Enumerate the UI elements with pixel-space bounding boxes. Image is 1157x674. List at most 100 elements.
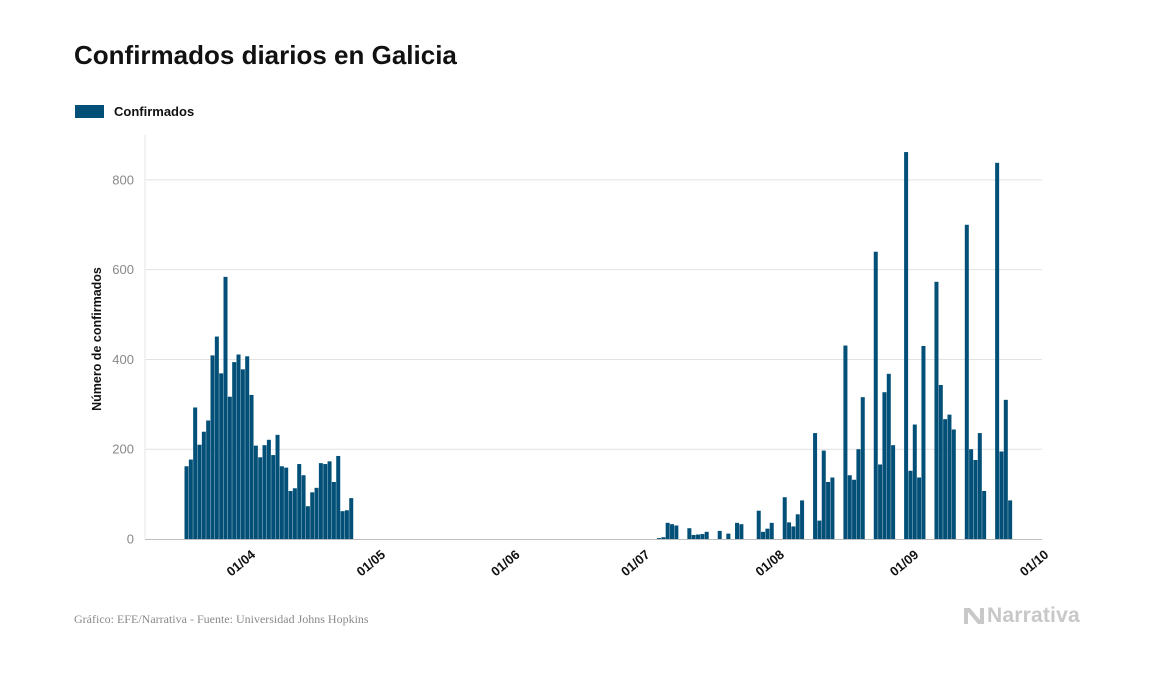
bar — [266, 439, 271, 539]
bar — [891, 445, 896, 539]
bar-series — [184, 152, 1013, 539]
bar — [331, 481, 336, 539]
bar — [288, 490, 293, 539]
x-tick-label: 01/06 — [488, 547, 523, 579]
bar — [739, 524, 744, 539]
bar — [687, 528, 692, 539]
y-tick-label: 200 — [112, 442, 134, 457]
bar — [323, 464, 328, 539]
axes: 0 200 400 600 800 01/04 01/05 01/06 01/07 01/08 01… — [112, 135, 1051, 579]
bar — [878, 464, 883, 539]
bar — [791, 526, 796, 539]
bar — [847, 475, 852, 539]
bar — [912, 424, 917, 539]
x-tick-label: 01/10 — [1017, 547, 1052, 579]
bar — [982, 490, 987, 539]
bar — [301, 475, 306, 539]
y-tick-label: 800 — [112, 172, 134, 187]
bar — [830, 477, 835, 539]
bar — [349, 498, 354, 539]
bar — [297, 464, 302, 539]
bar — [657, 538, 662, 539]
bar — [782, 497, 787, 539]
x-tick-label: 01/05 — [354, 547, 389, 579]
bar — [284, 467, 289, 539]
bar — [921, 345, 926, 539]
bar — [999, 451, 1004, 539]
y-tick-label: 0 — [127, 532, 134, 547]
bar — [735, 522, 740, 539]
y-tick-label: 600 — [112, 262, 134, 277]
bar — [973, 460, 978, 539]
bar — [214, 336, 219, 539]
bar — [821, 450, 826, 539]
bar — [813, 433, 818, 539]
legend-swatch — [75, 105, 104, 118]
bar — [951, 429, 956, 539]
source-caption: Gráfico: EFE/Narrativa - Fuente: Univers… — [74, 612, 369, 626]
bar — [726, 533, 731, 539]
bar — [305, 506, 310, 539]
bar — [314, 487, 319, 539]
legend-label: Confirmados — [114, 104, 195, 119]
bar — [240, 369, 245, 539]
bar — [206, 420, 211, 539]
bar — [275, 434, 280, 539]
x-tick-label: 01/07 — [618, 547, 653, 579]
bar — [908, 470, 913, 539]
bar — [318, 463, 323, 539]
legend: Confirmados — [75, 104, 194, 119]
bar — [665, 522, 670, 539]
bar — [969, 449, 974, 539]
bar — [327, 461, 332, 539]
bar — [279, 466, 284, 539]
bar — [934, 281, 939, 539]
bar — [826, 481, 831, 539]
bar — [704, 531, 709, 539]
bar — [245, 356, 250, 539]
bar — [977, 433, 982, 539]
bar — [795, 514, 800, 539]
narrativa-logo-icon — [964, 608, 984, 624]
bar — [886, 373, 891, 539]
bar — [756, 510, 761, 539]
bar — [761, 531, 766, 539]
bar — [717, 530, 722, 539]
bar — [184, 466, 189, 539]
bar — [964, 224, 969, 539]
bar — [843, 345, 848, 539]
bar — [258, 457, 263, 539]
x-tick-label: 01/08 — [752, 547, 787, 579]
bar — [696, 534, 701, 539]
y-tick-label: 400 — [112, 352, 134, 367]
bar — [1008, 500, 1013, 539]
bar — [262, 445, 267, 539]
bar — [1003, 399, 1008, 539]
bar — [947, 414, 952, 539]
bar — [193, 407, 198, 539]
bar — [249, 394, 254, 539]
bar — [223, 276, 228, 539]
bar — [310, 492, 315, 539]
bar — [336, 455, 341, 539]
bar — [670, 524, 675, 539]
chart-title: Confirmados diarios en Galicia — [74, 40, 457, 70]
bar — [904, 152, 909, 539]
bar — [674, 525, 679, 539]
bar — [800, 500, 805, 539]
bar — [232, 362, 237, 539]
bar — [227, 396, 232, 539]
bar — [917, 477, 922, 539]
brand-logo: Narrativa — [963, 604, 1080, 628]
bar — [787, 522, 792, 539]
bar — [219, 373, 224, 539]
bar — [995, 162, 1000, 539]
bar — [661, 537, 666, 539]
bar — [344, 510, 349, 539]
bar — [271, 455, 276, 539]
bar — [201, 431, 206, 539]
bar — [873, 251, 878, 539]
bar — [769, 522, 774, 539]
bar — [253, 445, 258, 539]
bar — [236, 354, 241, 539]
